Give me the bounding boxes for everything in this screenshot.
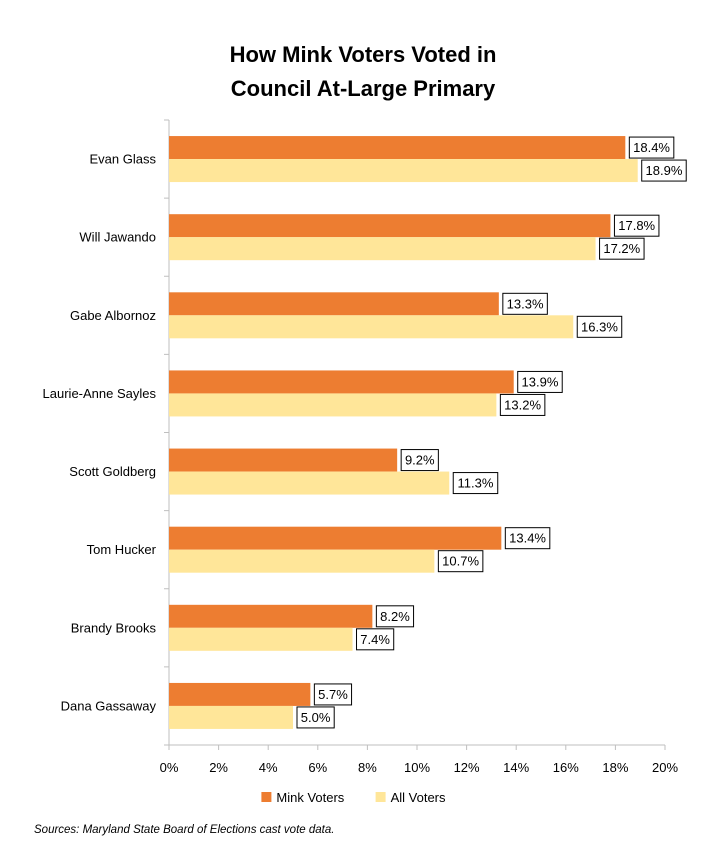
legend-swatch	[375, 792, 386, 802]
x-tick-label: 20%	[652, 760, 678, 775]
data-label-text: 18.9%	[646, 163, 683, 178]
category-label: Evan Glass	[90, 152, 157, 167]
bar-mink-voters	[169, 292, 499, 316]
data-label: 18.9%	[641, 159, 687, 182]
bar-all-voters	[169, 627, 353, 651]
x-tick-label: 10%	[404, 760, 430, 775]
legend: Mink Voters All Voters	[261, 790, 446, 805]
data-label: 10.7%	[437, 550, 484, 573]
data-label-text: 16.3%	[581, 319, 618, 334]
data-label-box	[356, 628, 395, 651]
data-label-text: 7.4%	[360, 632, 390, 647]
data-label-text: 13.3%	[507, 296, 544, 311]
data-label: 7.4%	[356, 628, 395, 651]
data-label-text: 5.0%	[301, 710, 331, 725]
data-label: 18.4%	[628, 136, 675, 159]
legend-item-all-voters: All Voters	[375, 790, 446, 805]
category-label: Brandy Brooks	[71, 620, 157, 635]
bar-all-voters	[169, 471, 450, 495]
data-label-text: 10.7%	[442, 554, 479, 569]
x-tick-label: 2%	[209, 760, 228, 775]
bar-mink-voters	[169, 136, 626, 160]
data-label: 5.7%	[313, 683, 353, 706]
x-tick-label: 16%	[553, 760, 579, 775]
data-label-text: 17.8%	[618, 218, 655, 233]
x-tick-label: 18%	[602, 760, 628, 775]
legend-swatch	[261, 792, 272, 802]
data-label: 13.4%	[504, 527, 551, 550]
data-label-box	[613, 214, 660, 237]
category-label: Tom Hucker	[87, 542, 157, 557]
data-label: 17.2%	[599, 237, 645, 260]
data-label: 13.2%	[499, 393, 546, 416]
x-tick-label: 8%	[358, 760, 377, 775]
bar-all-voters	[169, 237, 596, 261]
data-label-text: 13.2%	[504, 397, 541, 412]
bar-mink-voters	[169, 604, 373, 628]
data-label-box	[375, 605, 415, 628]
data-label-text: 17.2%	[603, 241, 640, 256]
data-label-box	[641, 159, 687, 182]
chart-title-line-2: Council At-Large Primary	[231, 76, 496, 101]
category-label: Will Jawando	[79, 230, 156, 245]
x-tick-label: 14%	[503, 760, 529, 775]
data-label-box	[313, 683, 353, 706]
legend-label: All Voters	[391, 790, 446, 805]
bar-all-voters	[169, 393, 497, 417]
data-label-box	[502, 292, 548, 315]
bar-mink-voters	[169, 448, 398, 472]
bar-mink-voters	[169, 370, 514, 394]
plot-area: 0% 2% 4% 6% 8% 10% 12% 14% 16% 18% 20% Evan Glass 18…	[43, 119, 687, 775]
data-label: 9.2%	[400, 449, 439, 472]
bar-mink-voters	[169, 526, 502, 550]
bar-all-voters	[169, 315, 574, 339]
data-label-text: 11.3%	[458, 476, 494, 491]
data-label: 5.0%	[296, 706, 335, 729]
bar-all-voters	[169, 705, 293, 729]
data-label: 13.9%	[517, 370, 563, 393]
category-label: Gabe Albornoz	[70, 308, 156, 323]
bar-mink-voters	[169, 682, 311, 706]
data-label-box	[599, 237, 645, 260]
data-label: 13.3%	[502, 292, 548, 315]
data-label-text: 9.2%	[405, 453, 435, 468]
legend-item-mink-voters: Mink Voters	[261, 790, 345, 805]
data-label: 8.2%	[375, 605, 415, 628]
data-label: 17.8%	[613, 214, 660, 237]
data-label: 16.3%	[576, 315, 623, 338]
data-label-text: 13.9%	[522, 374, 559, 389]
x-tick-label: 0%	[160, 760, 179, 775]
bar-all-voters	[169, 549, 435, 573]
legend-label: Mink Voters	[276, 790, 344, 805]
data-label: 11.3%	[452, 472, 499, 495]
data-label-text: 8.2%	[380, 609, 410, 624]
bar-all-voters	[169, 159, 638, 183]
category-label: Laurie-Anne Sayles	[43, 386, 157, 401]
data-label-text: 18.4%	[633, 140, 670, 155]
category-label: Scott Goldberg	[69, 464, 156, 479]
source-note: Sources: Maryland State Board of Electio…	[34, 824, 334, 836]
data-label-box	[504, 527, 551, 550]
data-label-box	[296, 706, 335, 729]
x-tick-label: 6%	[308, 760, 327, 775]
data-label-box	[499, 393, 546, 416]
data-label-box	[517, 370, 563, 393]
data-label-box	[628, 136, 675, 159]
bar-mink-voters	[169, 214, 611, 238]
data-label-text: 13.4%	[509, 531, 546, 546]
x-tick-label: 4%	[259, 760, 278, 775]
category-label: Dana Gassaway	[61, 698, 157, 713]
data-label-box	[400, 449, 439, 472]
data-label-box	[437, 550, 484, 573]
x-tick-label: 12%	[454, 760, 480, 775]
data-label-box	[452, 472, 499, 495]
data-label-text: 5.7%	[318, 687, 348, 702]
data-label-box	[576, 315, 623, 338]
chart-title-line-1: How Mink Voters Voted in	[230, 42, 497, 67]
